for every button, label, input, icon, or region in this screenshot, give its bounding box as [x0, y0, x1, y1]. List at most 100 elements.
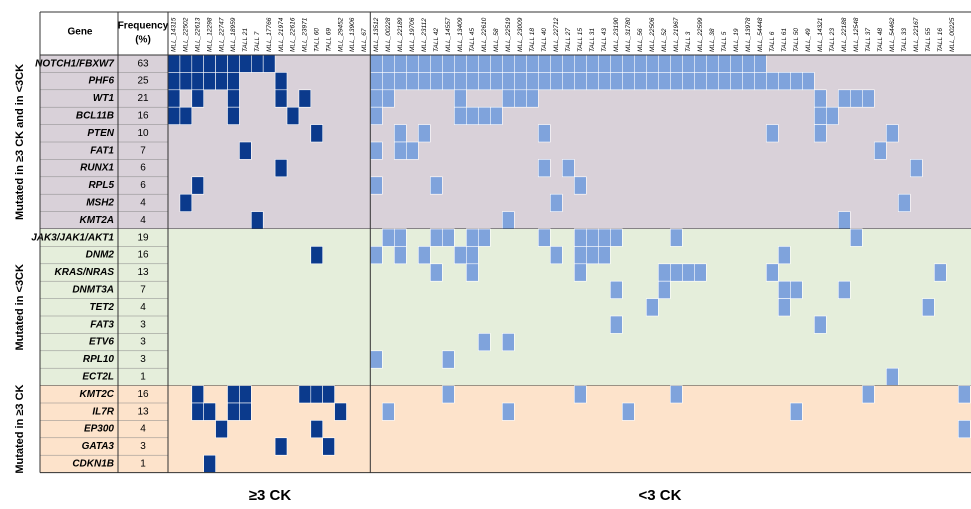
sample-label: MLL_22599 — [697, 17, 704, 52]
mutation-cell — [465, 228, 479, 247]
mutation-cell — [681, 263, 695, 282]
mutation-cell — [405, 141, 419, 160]
mutation-cell — [537, 72, 551, 91]
section-background — [40, 229, 971, 386]
mutation-cell — [513, 72, 527, 91]
sample-label: MLL_54462 — [889, 17, 896, 52]
mutation-cell — [549, 193, 563, 212]
mutation-cell — [801, 72, 815, 91]
mutation-cell — [501, 333, 515, 352]
mutation-cell — [585, 54, 599, 73]
sample-label: MLL_14321 — [817, 17, 824, 52]
frequency: 3 — [140, 354, 146, 365]
mutation-cell — [369, 350, 383, 369]
mutation-cell — [477, 106, 491, 125]
mutation-cell — [897, 193, 911, 212]
mutation-cell — [921, 298, 935, 317]
mutation-cell — [705, 54, 719, 73]
mutation-cell — [274, 159, 288, 178]
sample-label: MLL_12298 — [206, 17, 213, 52]
mutation-cell — [393, 246, 407, 265]
mutation-cell — [513, 54, 527, 73]
mutation-cell — [813, 106, 827, 125]
mutation-cell — [393, 54, 407, 73]
mutation-cell — [393, 141, 407, 160]
mutation-cell — [215, 54, 228, 73]
mutation-cell — [657, 72, 671, 91]
gene-name: IL7R — [92, 406, 114, 417]
gene-name: WT1 — [93, 93, 115, 104]
sample-label: TALL 16 — [937, 28, 944, 52]
mutation-cell — [597, 246, 611, 265]
gene-name: FAT3 — [90, 319, 114, 330]
mutation-cell — [813, 315, 827, 334]
sample-label: MLL_23971 — [302, 17, 309, 52]
mutation-cell — [537, 159, 551, 178]
frequency: 19 — [137, 232, 149, 243]
mutation-cell — [609, 72, 623, 91]
mutation-cell — [813, 124, 827, 143]
mutation-cell — [621, 72, 635, 91]
section-background — [40, 385, 971, 473]
sample-label: MLL_23190 — [613, 17, 620, 52]
mutation-cell — [203, 72, 216, 91]
mutation-cell — [215, 72, 228, 91]
mutation-cell — [369, 54, 383, 73]
mutation-cell — [777, 298, 791, 317]
gene-name: MSH2 — [86, 198, 114, 209]
mutation-cell — [191, 385, 205, 404]
sample-label: MLL_19706 — [409, 17, 416, 52]
mutation-cell — [681, 72, 695, 91]
sample-label: TALL 61 — [781, 28, 788, 52]
mutation-cell — [501, 89, 515, 108]
mutation-cell — [191, 72, 205, 91]
sample-label: MLL_67 — [361, 28, 368, 52]
mutation-cell — [477, 72, 491, 91]
frequency: 13 — [137, 406, 149, 417]
mutation-cell — [477, 333, 491, 352]
mutation-cell — [789, 402, 803, 421]
mutation-cell — [417, 124, 431, 143]
sample-label: TALL 37 — [865, 28, 872, 52]
mutation-cell — [621, 54, 635, 73]
frequency: 3 — [140, 337, 146, 348]
mutation-cell — [369, 246, 383, 265]
mutation-cell — [585, 228, 599, 247]
mutation-cell — [429, 72, 443, 91]
mutation-cell — [693, 263, 707, 282]
gene-name: KRAS/NRAS — [55, 267, 115, 278]
mutation-cell — [537, 124, 551, 143]
mutation-cell — [765, 72, 779, 91]
sample-label: MLL_13512 — [373, 17, 380, 52]
sample-label: MLL_23009 — [517, 17, 524, 52]
frequency: 4 — [140, 198, 146, 209]
sample-label: MLL_22712 — [553, 17, 560, 52]
sample-label: TALL 42 — [433, 28, 440, 52]
mutation-cell — [957, 420, 971, 439]
sample-label: MLL_21967 — [673, 17, 680, 52]
mutation-cell — [609, 280, 623, 299]
sample-label: TALL 60 — [313, 28, 320, 52]
mutation-cell — [465, 72, 479, 91]
mutation-cell — [669, 385, 683, 404]
mutation-cell — [334, 402, 347, 421]
mutation-cell — [777, 246, 791, 265]
mutation-cell — [693, 72, 707, 91]
mutation-cell — [765, 124, 779, 143]
mutation-cell — [310, 385, 323, 404]
mutation-cell — [657, 54, 671, 73]
sample-label: MLL_14315 — [171, 17, 178, 52]
gene-name: RPL10 — [83, 354, 115, 365]
mutation-cell — [429, 176, 443, 195]
frequency: 1 — [140, 372, 146, 383]
mutation-cell — [179, 106, 193, 125]
frequency: 21 — [137, 93, 149, 104]
mutation-cell — [203, 402, 216, 421]
sample-label: MLL_38 — [709, 28, 716, 52]
mutation-cell — [573, 263, 587, 282]
mutation-cell — [585, 72, 599, 91]
mutation-cell — [777, 280, 791, 299]
gene-name: NOTCH1/FBXW7 — [35, 58, 114, 69]
sample-label: TALL 43 — [601, 28, 608, 52]
